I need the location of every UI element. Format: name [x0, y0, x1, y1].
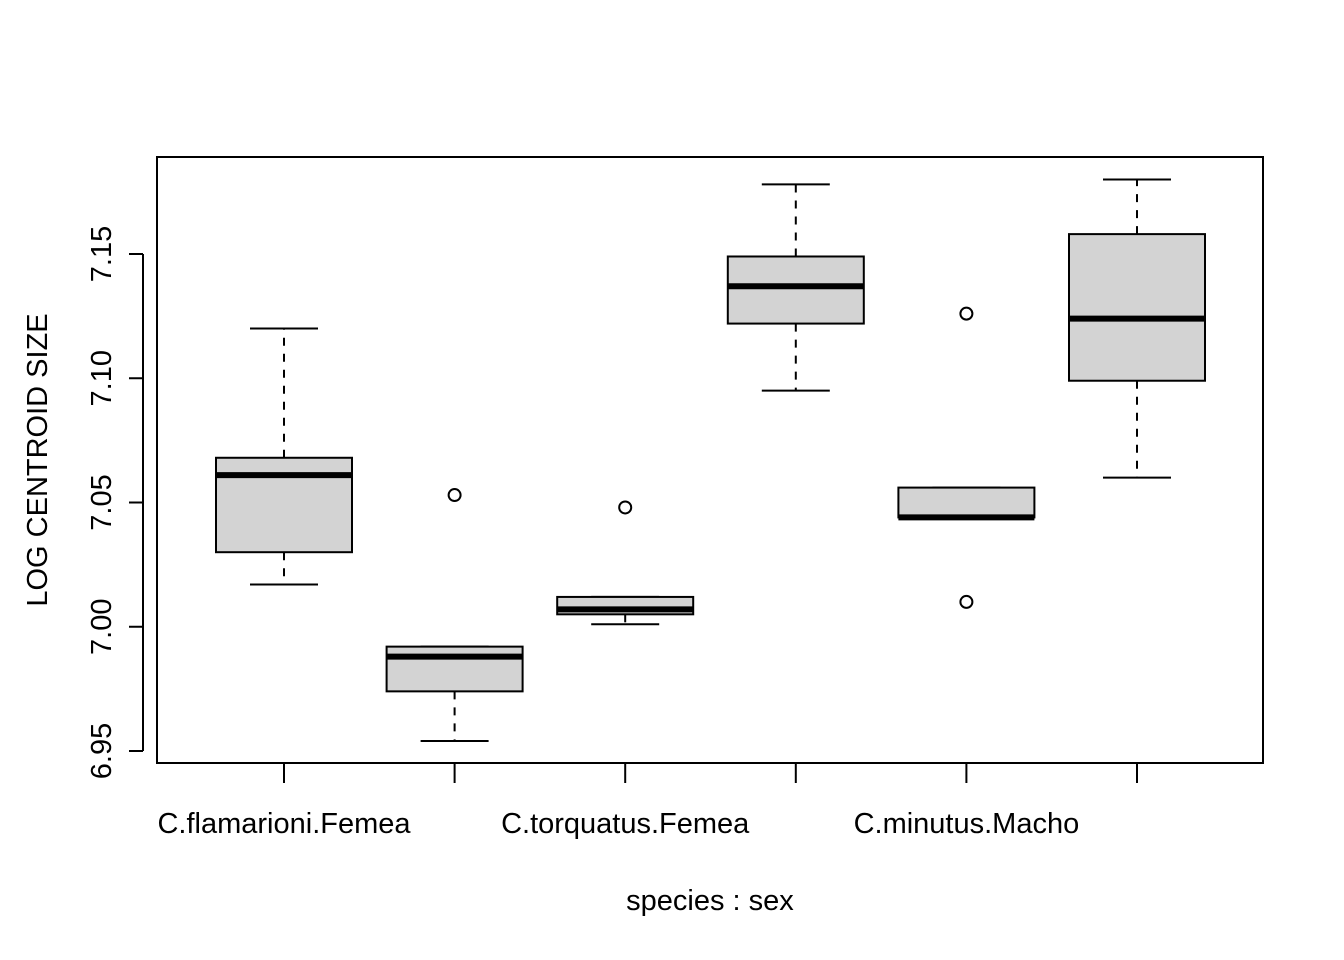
box-group — [215, 327, 353, 586]
box-iqr — [1068, 233, 1206, 382]
x-axis-label: species : sex — [626, 885, 794, 917]
boxes-layer — [215, 178, 1206, 743]
box-iqr — [897, 486, 1036, 519]
y-tick-label: 7.15 — [86, 226, 118, 282]
box-group — [1068, 178, 1206, 479]
y-axis-label: LOG CENTROID SIZE — [22, 313, 54, 606]
x-tick-label: C.minutus.Macho — [854, 808, 1080, 840]
box-iqr — [385, 645, 524, 693]
outlier-point — [959, 306, 974, 321]
box-iqr — [215, 456, 353, 554]
y-tick-label: 6.95 — [86, 723, 118, 779]
y-tick-label: 7.00 — [86, 599, 118, 655]
box-group — [556, 500, 695, 626]
x-tick-label: C.torquatus.Femea — [501, 808, 750, 840]
outlier-point — [618, 500, 633, 515]
y-axis: 6.95 7.00 7.05 7.10 7.15 — [86, 226, 144, 779]
box-iqr — [726, 255, 865, 325]
y-tick-label: 7.10 — [86, 350, 118, 406]
y-tick-label: 7.05 — [86, 474, 118, 530]
box-group — [385, 488, 524, 743]
box-group — [897, 306, 1036, 609]
box-group — [726, 183, 865, 392]
outlier-point — [447, 488, 462, 503]
outlier-point — [959, 594, 974, 609]
x-tick-label: C.flamarioni.Femea — [157, 808, 411, 840]
x-axis: C.flamarioni.Femea C.torquatus.Femea C.min… — [157, 762, 1138, 840]
